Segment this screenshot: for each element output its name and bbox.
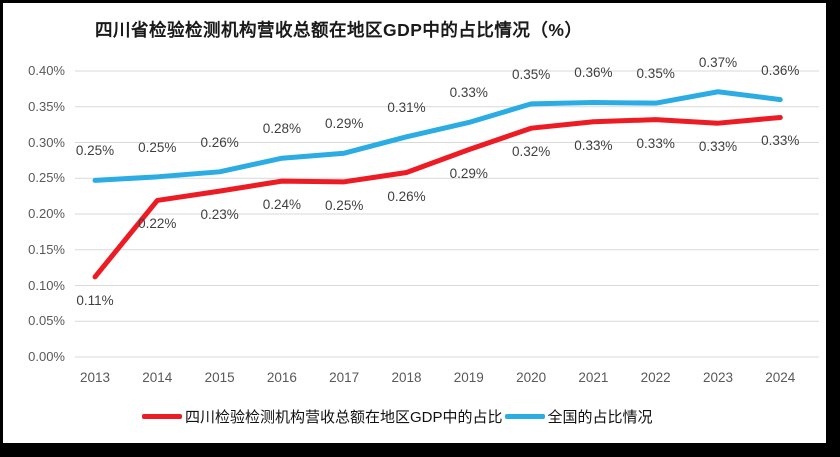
y-axis-label: 0.15% [28,241,65,257]
data-label: 0.33% [698,139,738,155]
x-axis-label: 2013 [79,370,111,385]
data-label: 0.26% [387,188,426,204]
series-lines [92,89,783,280]
legend-item-national: 全国的占比情况 [504,406,653,427]
data-label: 0.36% [574,65,613,81]
data-label: 0.36% [761,62,800,78]
x-axis-label: 2016 [266,370,297,385]
data-label: 0.25% [325,197,364,213]
data-label: 0.23% [200,207,239,223]
series-line-national [92,89,783,183]
y-axis-label: 0.25% [28,170,65,186]
data-label: 0.35% [636,66,675,82]
y-axis-label: 0.35% [28,98,65,114]
data-label: 0.37% [698,54,738,70]
x-axis-label: 2020 [516,370,547,385]
legend: 四川检验检测机构营收总额在地区GDP中的占比 全国的占比情况 [142,406,653,427]
data-label: 0.29% [325,116,364,132]
x-axis-label: 2018 [391,370,422,385]
data-label: 0.22% [138,216,177,232]
x-axis-label: 2014 [142,370,173,385]
plot-area [75,70,819,358]
legend-swatch-blue-line [504,414,545,419]
data-label: 0.33% [574,137,613,153]
legend-item-sichuan: 四川检验检测机构营收总额在地区GDP中的占比 [142,406,503,427]
data-label: 0.24% [262,197,302,213]
data-label: 0.35% [511,66,551,82]
x-axis-label: 2019 [453,370,484,385]
chart-canvas: 四川省检验检测机构营收总额在地区GDP中的占比情况（%） 0.40% 0.35% 0… [3,3,826,443]
y-axis-label: 0.10% [28,277,65,293]
y-axis-label: 0.30% [28,134,65,150]
data-label: 0.25% [75,143,115,159]
legend-swatch-red-line [142,414,182,419]
x-axis-label: 2022 [640,370,671,385]
data-label: 0.29% [449,165,488,181]
y-axis-label: 0.20% [28,206,65,221]
data-label: 0.31% [387,99,426,115]
x-axis-label: 2021 [578,370,609,385]
data-label: 0.11% [76,292,114,308]
chart-title: 四川省检验检测机构营收总额在地区GDP中的占比情况（%） [95,20,583,40]
y-axis-label: 0.00% [28,349,65,364]
data-label: 0.25% [138,139,177,155]
data-label: 0.26% [200,134,239,150]
y-axis-label: 0.40% [28,63,65,78]
data-label: 0.33% [449,85,488,101]
series-line-sichuan [92,114,783,280]
data-label: 0.28% [262,121,302,137]
data-label: 0.33% [761,133,800,149]
x-axis-label: 2015 [204,370,235,385]
data-label: 0.32% [511,144,551,160]
data-label: 0.33% [636,135,675,151]
x-axis-label: 2017 [329,370,360,385]
y-axis-label: 0.05% [28,313,65,329]
x-axis-label: 2024 [765,370,796,385]
gridlines [75,70,819,358]
legend-label-sichuan: 四川检验检测机构营收总额在地区GDP中的占比 [185,409,503,426]
legend-label-national: 全国的占比情况 [547,409,653,426]
x-axis-label: 2023 [702,370,734,385]
